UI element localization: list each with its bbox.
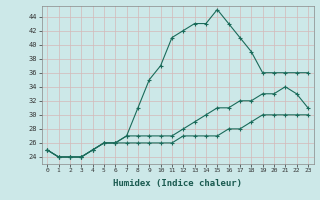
X-axis label: Humidex (Indice chaleur): Humidex (Indice chaleur) [113, 179, 242, 188]
